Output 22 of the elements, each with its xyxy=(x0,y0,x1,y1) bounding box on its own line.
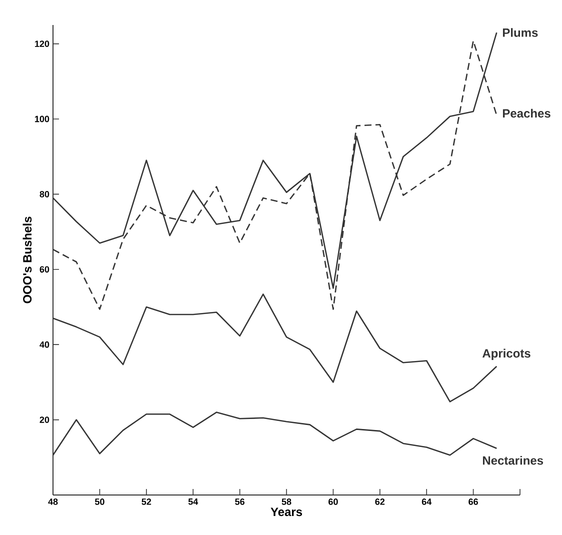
x-axis-title: Years xyxy=(270,508,302,516)
x-tick-label: 66 xyxy=(468,498,478,505)
y-tick-label: 60 xyxy=(40,266,50,273)
x-tick-label: 54 xyxy=(188,498,198,505)
y-tick-label: 40 xyxy=(40,341,50,348)
x-tick-label: 48 xyxy=(48,498,58,505)
y-axis-title: OOO's Bushels xyxy=(22,216,32,304)
series-label: Plums xyxy=(502,28,538,37)
y-tick-label: 100 xyxy=(35,116,50,122)
series-label: Peaches xyxy=(502,108,550,118)
x-tick-label: 52 xyxy=(142,498,152,505)
x-tick-label: 58 xyxy=(282,498,292,505)
x-tick-label: 62 xyxy=(375,498,385,505)
x-tick-label: 50 xyxy=(94,498,104,505)
y-tick-label: 20 xyxy=(40,416,50,423)
x-tick-label: 56 xyxy=(235,498,244,505)
x-tick-label: 60 xyxy=(328,498,338,505)
y-tick-label: 120 xyxy=(35,40,50,47)
series-label: Nectarines xyxy=(482,456,544,465)
series-label: Apricots xyxy=(482,348,530,360)
x-tick-label: 64 xyxy=(422,498,432,505)
y-tick-label: 80 xyxy=(40,191,50,198)
